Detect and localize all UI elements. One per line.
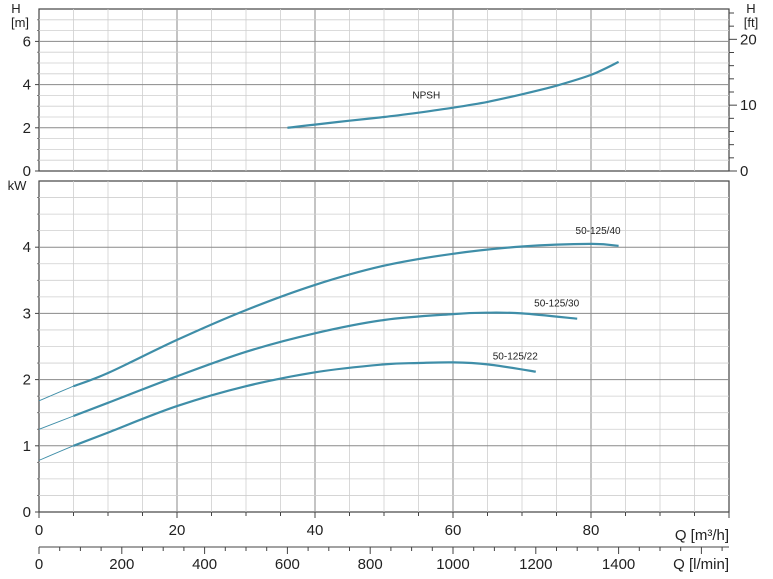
- x-tick-label: 40: [307, 522, 324, 539]
- x-lmin-tick-label: 600: [275, 556, 300, 573]
- y-tick-label: 1: [23, 438, 31, 455]
- x-axis-lmin: 0 200 400 600 800 1000 1200 1400: [35, 546, 729, 573]
- y-tick-label: 3: [23, 305, 31, 322]
- x-lmin-tick-label: 200: [109, 556, 134, 573]
- y-tick-label: 4: [23, 77, 31, 94]
- y-right-tick-label: 0: [740, 163, 748, 180]
- y-tick-label: 6: [23, 33, 31, 50]
- series-label-npsh: NPSH: [412, 90, 440, 101]
- power-panel: 50-125/40 50-125/30 50-125/22 0 1 2 3 4 kW: [8, 178, 730, 521]
- x-tick-label: 60: [445, 522, 462, 539]
- x-lmin-tick-label: 400: [192, 556, 217, 573]
- x-lmin-tick-label: 0: [35, 556, 43, 573]
- power-grid: [39, 181, 729, 512]
- x-tick-label: 80: [583, 522, 600, 539]
- series-label-50-125-30: 50-125/30: [534, 299, 579, 310]
- npsh-left-axis-label: H: [11, 1, 20, 16]
- x-lmin-tick-label: 1400: [602, 556, 635, 573]
- series-line-50-125-30: [73, 311, 578, 418]
- x-lmin-tick-label: 1200: [519, 556, 552, 573]
- y-tick-label: 2: [23, 120, 31, 137]
- series-label-50-125-40: 50-125/40: [576, 226, 621, 237]
- x-axis-lmin-label: Q [l/min]: [673, 556, 729, 573]
- power-axis-label: kW: [8, 178, 28, 193]
- series-line-npsh: [287, 60, 620, 129]
- npsh-panel: NPSH 0 2 4 6 0 10 20 H [m] H [ft]: [11, 1, 758, 180]
- x-lmin-tick-label: 800: [358, 556, 383, 573]
- series-line-50-125-40: [73, 242, 619, 388]
- npsh-left-axis: 0 2 4 6: [23, 19, 39, 180]
- x-axis-m3h-label: Q [m³/h]: [675, 527, 729, 544]
- y-tick-label: 0: [23, 504, 31, 521]
- npsh-left-axis-unit: [m]: [11, 15, 29, 30]
- y-right-tick-label: 20: [740, 31, 757, 48]
- power-curves: 50-125/40 50-125/30 50-125/22: [38, 226, 621, 461]
- npsh-right-axis-unit: [ft]: [744, 15, 758, 30]
- y-right-tick-label: 10: [740, 97, 757, 114]
- npsh-right-axis: 0 10 20: [729, 12, 757, 180]
- series-label-50-125-22: 50-125/22: [493, 352, 538, 363]
- y-tick-label: 4: [23, 239, 31, 256]
- x-lmin-tick-label: 1000: [436, 556, 469, 573]
- npsh-right-axis-label: H: [746, 1, 755, 16]
- npsh-grid: [39, 9, 729, 171]
- npsh-curves: NPSH: [287, 60, 620, 129]
- x-tick-label: 20: [169, 522, 186, 539]
- x-tick-label: 0: [35, 522, 43, 539]
- power-left-axis: 0 1 2 3 4: [23, 197, 39, 521]
- y-tick-label: 2: [23, 372, 31, 389]
- x-axes: 0 20 40 60 80 0 200 400 600 800 1000 1200 1400 Q [m…: [35, 512, 730, 573]
- y-tick-label: 0: [23, 163, 31, 180]
- series-line-50-125-22: [73, 361, 536, 447]
- x-axis-m3h: 0 20 40 60 80: [35, 512, 730, 539]
